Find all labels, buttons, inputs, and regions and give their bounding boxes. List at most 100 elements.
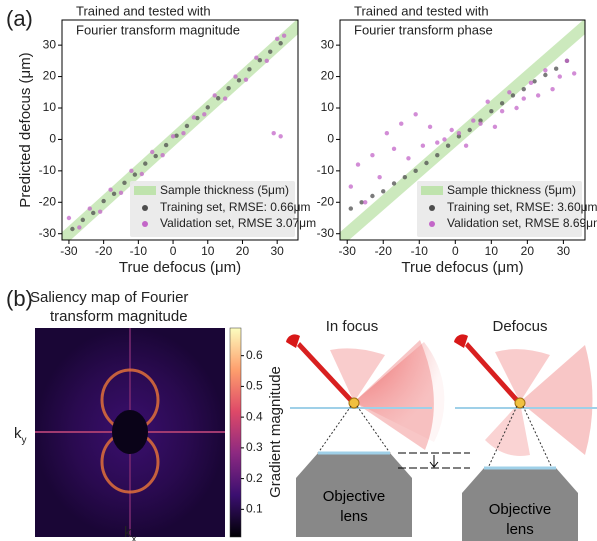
data-point [143, 161, 147, 165]
lens-label: Objective [323, 488, 386, 505]
data-point [216, 96, 220, 100]
data-point [278, 41, 282, 45]
x-tick-label: -20 [375, 244, 393, 258]
data-point [468, 128, 472, 132]
data-point [98, 210, 102, 214]
colorbar-tick-label: 0.1 [246, 502, 263, 516]
data-point [226, 86, 230, 90]
data-point [507, 90, 511, 94]
x-tick-label: -30 [339, 244, 357, 258]
kx-sub: x [132, 534, 137, 541]
colorbar-tick-label: 0.3 [246, 440, 263, 454]
data-point [377, 175, 381, 179]
data-point [77, 225, 81, 229]
legend-swatch [134, 186, 156, 195]
legend-marker [429, 205, 435, 211]
data-point [406, 156, 410, 160]
colorbar-tick-label: 0.2 [246, 471, 263, 485]
data-point [112, 192, 116, 196]
data-point [511, 93, 515, 97]
data-point [150, 150, 154, 154]
data-point [500, 109, 504, 113]
data-point [421, 144, 425, 148]
y-tick-label: 30 [321, 37, 335, 51]
y-tick-label: 10 [43, 100, 57, 114]
data-point [185, 124, 189, 128]
data-point [349, 184, 353, 188]
x-tick-label: 20 [521, 244, 535, 258]
y-tick-label: 20 [43, 69, 57, 83]
data-point [254, 56, 258, 60]
legend-marker [429, 221, 435, 227]
data-point [446, 144, 450, 148]
data-point [213, 93, 217, 97]
data-point [449, 128, 453, 132]
data-point [457, 131, 461, 135]
legend-marker [142, 205, 148, 211]
data-point [392, 181, 396, 185]
data-point [493, 125, 497, 129]
data-point [550, 87, 554, 91]
saliency-title: transform magnitude [50, 308, 188, 325]
panel-label: (a) [6, 6, 33, 31]
y-tick-label: 30 [43, 37, 57, 51]
chart-title: Trained and tested with [354, 3, 489, 18]
y-tick-label: 20 [321, 69, 335, 83]
ky-label: ky [14, 425, 27, 446]
data-point [108, 188, 112, 192]
data-point [181, 131, 185, 135]
data-point [160, 153, 164, 157]
y-tick-label: 0 [49, 132, 56, 146]
legend-swatch [421, 186, 443, 195]
data-point [101, 199, 105, 203]
x-tick-label: 30 [270, 244, 284, 258]
data-point [424, 161, 428, 165]
x-tick-label: 20 [236, 244, 250, 258]
lens-label: lens [506, 521, 534, 538]
data-point [464, 144, 468, 148]
x-axis-label: True defocus (μm) [119, 259, 241, 276]
chart-title: Fourier transform magnitude [76, 22, 240, 37]
panel-label: (b) [6, 286, 33, 311]
data-point [70, 227, 74, 231]
data-point [489, 109, 493, 113]
diagram-title: In focus [326, 318, 379, 335]
y-tick-label: 0 [327, 132, 334, 146]
data-point [413, 112, 417, 116]
data-point [171, 134, 175, 138]
ky-sub: y [22, 435, 27, 446]
data-point [223, 96, 227, 100]
data-point [381, 189, 385, 193]
legend-label: Sample thickness (5μm) [447, 183, 576, 197]
data-point [486, 100, 490, 104]
data-point [370, 153, 374, 157]
data-point [413, 169, 417, 173]
y-tick-label: 10 [321, 100, 335, 114]
data-point [478, 122, 482, 126]
data-point [356, 162, 360, 166]
colorbar-tick-label: 0.4 [246, 409, 263, 423]
data-point [435, 153, 439, 157]
legend-label: Validation set, RMSE 8.69μm [447, 216, 597, 230]
data-point [554, 67, 558, 71]
x-tick-label: -30 [60, 244, 78, 258]
data-point [565, 59, 569, 63]
data-point [88, 206, 92, 210]
data-point [282, 34, 286, 38]
legend-label: Sample thickness (5μm) [160, 183, 289, 197]
data-point [244, 78, 248, 82]
data-point [119, 191, 123, 195]
diagram-title: Defocus [492, 318, 547, 335]
data-point [522, 87, 526, 91]
data-point [192, 115, 196, 119]
data-point [370, 194, 374, 198]
data-point [428, 125, 432, 129]
legend-marker [142, 221, 148, 227]
x-tick-label: 10 [201, 244, 215, 258]
y-tick-label: -10 [317, 163, 335, 177]
x-tick-label: 30 [557, 244, 571, 258]
x-tick-label: -20 [95, 244, 113, 258]
data-point [543, 73, 547, 77]
data-point [403, 175, 407, 179]
y-axis-label: Predicted defocus (μm) [17, 52, 34, 207]
